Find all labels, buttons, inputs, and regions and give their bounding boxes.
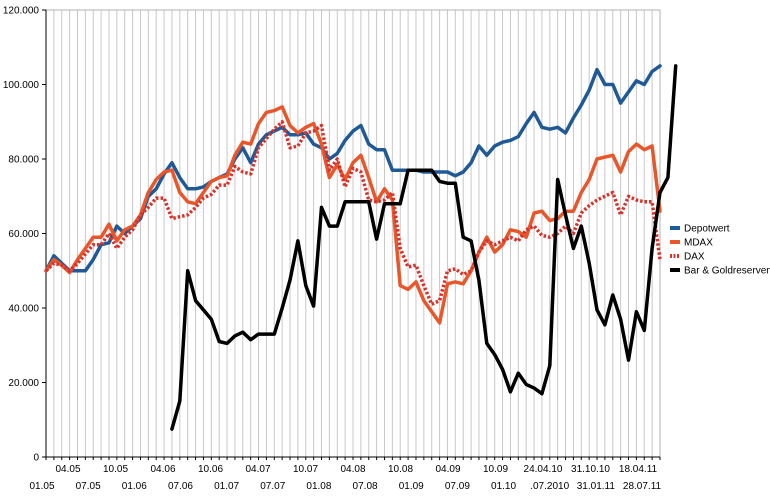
x-tick-label: 07.08 (353, 481, 378, 492)
x-tick-label: 07.06 (168, 481, 193, 492)
y-tick-label: 0 (33, 453, 39, 464)
x-tick-label: 01.07 (214, 481, 239, 492)
x-tick-label: 31.10.10 (571, 464, 610, 475)
x-tick-label: 07.05 (76, 481, 101, 492)
x-tick-label: 24.04.10 (524, 464, 563, 475)
x-tick-label: 04.08 (340, 464, 365, 475)
y-tick-label: 20.000 (8, 378, 39, 389)
vertical-gridlines (45, 9, 661, 458)
y-tick-label: 100.000 (3, 80, 40, 91)
series-line-bar-goldreserven (170, 64, 678, 431)
x-tick-label: 04.05 (55, 464, 80, 475)
series-line-dax (44, 120, 662, 307)
y-axis: 0 20.000 40.000 60.000 80.000 100.000 120.000 (3, 6, 47, 464)
x-tick-label: 04.09 (435, 464, 460, 475)
legend: Depotwert MDAX DAX Bar & Goldreserven (670, 224, 770, 277)
x-tick-label: 07.07 (260, 481, 285, 492)
y-tick-label: 60.000 (8, 229, 39, 240)
y-tick-label: 40.000 (8, 304, 39, 315)
x-axis: 04.05 10.05 04.06 10.06 04.07 10.07 04.08 10.08… (29, 456, 662, 492)
legend-label: MDAX (684, 238, 713, 249)
series-lines (44, 64, 678, 431)
x-tick-label: 28.07.11 (623, 481, 662, 492)
legend-label: Bar & Goldreserven (684, 266, 770, 277)
x-tick-label: 04.06 (150, 464, 175, 475)
x-tick-label: 10.09 (483, 464, 508, 475)
x-tick-label: 10.06 (198, 464, 223, 475)
legend-label: Depotwert (684, 224, 730, 235)
x-tick-label: 10.05 (103, 464, 128, 475)
legend-label: DAX (684, 252, 705, 263)
y-tick-label: 80.000 (8, 155, 39, 166)
x-tick-label: 04.07 (245, 464, 270, 475)
x-tick-label: 10.08 (388, 464, 413, 475)
y-tick-label: 120.000 (3, 6, 40, 17)
x-tick-label: 31.01.11 (577, 481, 616, 492)
x-tick-label: 01.05 (29, 481, 54, 492)
x-tick-label: 01.06 (122, 481, 147, 492)
x-tick-label: .07.2010 (530, 481, 569, 492)
x-tick-label: 07.09 (445, 481, 470, 492)
x-tick-label: 10.07 (293, 464, 318, 475)
x-tick-label: 01.10 (491, 481, 516, 492)
x-tick-label: 01.08 (306, 481, 331, 492)
x-tick-label: 18.04.11 (619, 464, 658, 475)
x-tick-label: 01.09 (399, 481, 424, 492)
